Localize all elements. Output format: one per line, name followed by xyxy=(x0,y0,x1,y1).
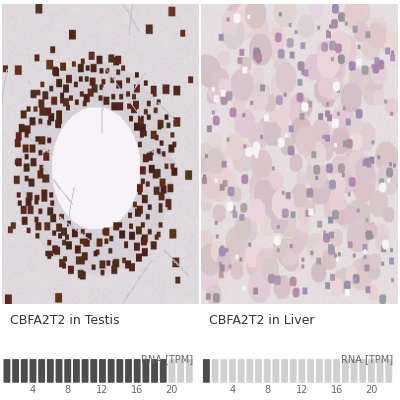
Text: 12: 12 xyxy=(96,385,109,395)
FancyBboxPatch shape xyxy=(73,359,80,383)
FancyBboxPatch shape xyxy=(220,359,227,383)
FancyBboxPatch shape xyxy=(30,359,36,383)
Text: RNA [TPM]: RNA [TPM] xyxy=(341,354,393,364)
FancyBboxPatch shape xyxy=(316,359,323,383)
Text: 8: 8 xyxy=(65,385,71,395)
FancyBboxPatch shape xyxy=(82,359,88,383)
FancyBboxPatch shape xyxy=(350,359,358,383)
FancyBboxPatch shape xyxy=(151,359,158,383)
FancyBboxPatch shape xyxy=(116,359,123,383)
Text: 16: 16 xyxy=(131,385,143,395)
Text: 8: 8 xyxy=(264,385,270,395)
FancyBboxPatch shape xyxy=(4,359,10,383)
FancyBboxPatch shape xyxy=(177,359,184,383)
FancyBboxPatch shape xyxy=(324,359,332,383)
FancyBboxPatch shape xyxy=(125,359,132,383)
FancyBboxPatch shape xyxy=(160,359,167,383)
FancyBboxPatch shape xyxy=(246,359,253,383)
FancyBboxPatch shape xyxy=(186,359,193,383)
FancyBboxPatch shape xyxy=(12,359,19,383)
Text: 4: 4 xyxy=(229,385,236,395)
FancyBboxPatch shape xyxy=(56,359,62,383)
FancyBboxPatch shape xyxy=(142,359,149,383)
Text: CBFA2T2 in Liver: CBFA2T2 in Liver xyxy=(209,314,315,327)
FancyBboxPatch shape xyxy=(134,359,141,383)
Text: 20: 20 xyxy=(365,385,378,395)
FancyBboxPatch shape xyxy=(38,359,45,383)
FancyBboxPatch shape xyxy=(21,359,28,383)
FancyBboxPatch shape xyxy=(272,359,279,383)
FancyBboxPatch shape xyxy=(108,359,114,383)
FancyBboxPatch shape xyxy=(333,359,340,383)
FancyBboxPatch shape xyxy=(238,359,244,383)
FancyBboxPatch shape xyxy=(264,359,271,383)
FancyBboxPatch shape xyxy=(307,359,314,383)
FancyBboxPatch shape xyxy=(47,359,54,383)
Text: 12: 12 xyxy=(296,385,308,395)
FancyBboxPatch shape xyxy=(385,359,392,383)
Text: 20: 20 xyxy=(166,385,178,395)
FancyBboxPatch shape xyxy=(359,359,366,383)
FancyBboxPatch shape xyxy=(90,359,97,383)
FancyBboxPatch shape xyxy=(377,359,384,383)
FancyBboxPatch shape xyxy=(298,359,305,383)
Text: RNA [TPM]: RNA [TPM] xyxy=(141,354,193,364)
FancyBboxPatch shape xyxy=(203,359,210,383)
FancyBboxPatch shape xyxy=(368,359,375,383)
FancyBboxPatch shape xyxy=(342,359,349,383)
FancyBboxPatch shape xyxy=(281,359,288,383)
Text: 16: 16 xyxy=(330,385,343,395)
Text: CBFA2T2 in Testis: CBFA2T2 in Testis xyxy=(10,314,119,327)
FancyBboxPatch shape xyxy=(255,359,262,383)
Text: 4: 4 xyxy=(30,385,36,395)
FancyBboxPatch shape xyxy=(290,359,297,383)
FancyBboxPatch shape xyxy=(99,359,106,383)
FancyBboxPatch shape xyxy=(64,359,71,383)
FancyBboxPatch shape xyxy=(168,359,175,383)
FancyBboxPatch shape xyxy=(229,359,236,383)
FancyBboxPatch shape xyxy=(212,359,218,383)
